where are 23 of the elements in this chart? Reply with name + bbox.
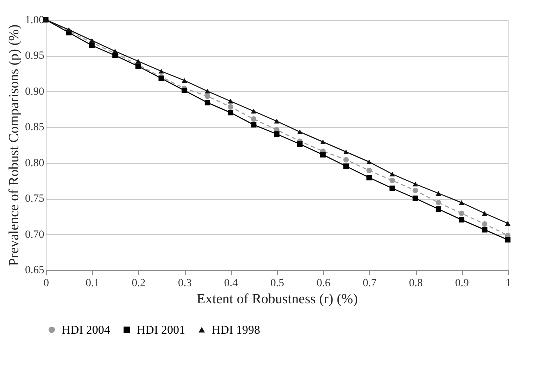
x-axis-title: Extent of Robustness (r) (%)	[197, 292, 358, 308]
x-tick-label: 0.3	[178, 278, 192, 290]
y-tick-label: 0.85	[25, 122, 45, 134]
x-tick-label: 0.2	[132, 278, 146, 290]
x-tick-label: 0.4	[224, 278, 239, 290]
y-tick-label: 0.80	[25, 157, 45, 170]
legend-label: HDI 1998	[212, 323, 260, 337]
x-tick-label: 1	[506, 278, 512, 290]
x-tick-label: 0	[44, 278, 50, 290]
x-tick-label: 0.5	[270, 278, 285, 290]
legend-label: HDI 2004	[62, 323, 110, 337]
legend-label: HDI 2001	[137, 323, 186, 337]
y-axis-title: Prevalence of Robust Comparisons (p) (%)	[7, 24, 22, 266]
y-tick-label: 0.95	[25, 50, 45, 62]
y-tick-label: 0.65	[25, 264, 45, 276]
y-tick-label: 0.90	[25, 86, 45, 98]
x-tick-label: 0.6	[316, 278, 332, 290]
x-tick-label: 0.1	[86, 278, 100, 290]
x-tick-label: 0.7	[363, 278, 378, 290]
y-tick-label: 0.75	[25, 193, 45, 206]
x-tick-label: 0.9	[455, 278, 470, 290]
x-tick-label: 0.8	[409, 278, 424, 290]
y-tick-label: 0.70	[25, 228, 45, 241]
